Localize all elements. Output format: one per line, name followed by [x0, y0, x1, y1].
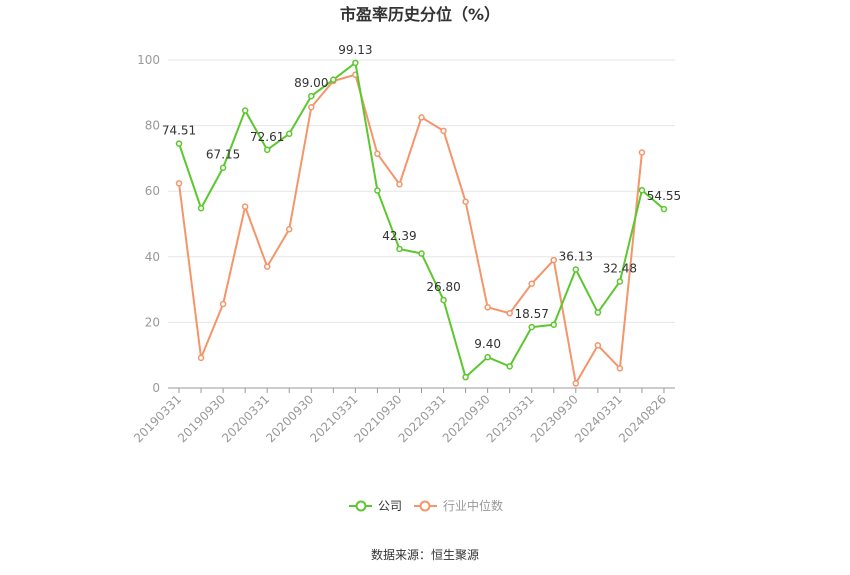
- company-point[interactable]: [550, 321, 558, 328]
- industry-median-point[interactable]: [285, 225, 293, 233]
- legend-item-industry-median[interactable]: 行业中位数: [414, 498, 503, 513]
- industry-median-point[interactable]: [638, 149, 646, 156]
- series-line-company: [178, 61, 665, 379]
- company-data-label: 67.15: [206, 148, 240, 162]
- company-data-label: 74.51: [162, 124, 196, 138]
- company-point[interactable]: [638, 186, 646, 194]
- industry-median-point[interactable]: [396, 181, 403, 188]
- industry-median-point[interactable]: [219, 300, 227, 308]
- industry-median-point[interactable]: [440, 127, 447, 135]
- company-data-label: 9.40: [474, 337, 501, 351]
- company-point[interactable]: [285, 130, 293, 138]
- y-tick-label: 80: [145, 119, 160, 133]
- company-point[interactable]: [263, 146, 271, 154]
- company-point[interactable]: [528, 323, 535, 331]
- gridlines: [168, 59, 675, 323]
- legend-company-marker-icon: [355, 500, 367, 512]
- x-tick-label: 20240826: [616, 392, 669, 445]
- company-point[interactable]: [594, 309, 602, 316]
- legend-company-label: 公司: [378, 499, 402, 513]
- company-point[interactable]: [374, 187, 381, 194]
- company-point[interactable]: [462, 373, 469, 381]
- source-note: 数据来源：恒生聚源: [371, 547, 479, 562]
- industry-median-point[interactable]: [550, 256, 558, 264]
- company-point[interactable]: [484, 353, 491, 361]
- industry-median-point[interactable]: [528, 280, 535, 287]
- company-data-label: 99.13: [338, 43, 372, 57]
- series-line-industry-median: [178, 73, 643, 385]
- company-data-label: 26.80: [426, 280, 460, 294]
- company-data-label: 36.13: [559, 249, 593, 263]
- y-tick-label: 0: [152, 381, 160, 395]
- industry-median-point[interactable]: [462, 198, 469, 205]
- company-point[interactable]: [616, 278, 624, 285]
- company-point[interactable]: [352, 59, 359, 67]
- company-point[interactable]: [506, 363, 513, 370]
- y-tick-label: 100: [137, 53, 160, 67]
- industry-median-point[interactable]: [241, 203, 249, 210]
- industry-median-point[interactable]: [572, 380, 580, 387]
- company-point[interactable]: [418, 250, 425, 257]
- legend: 公司 行业中位数: [349, 498, 503, 513]
- company-point[interactable]: [175, 140, 183, 147]
- company-point[interactable]: [396, 245, 403, 253]
- company-data-label: 18.57: [515, 307, 549, 321]
- industry-median-point[interactable]: [308, 103, 315, 111]
- industry-median-point[interactable]: [175, 180, 183, 187]
- industry-median-point[interactable]: [616, 365, 624, 372]
- company-point[interactable]: [660, 205, 668, 213]
- company-point[interactable]: [440, 296, 447, 304]
- data-labels: 74.51 67.15 72.61 89.00 99.13 42.39 26.80 9.40 1…: [162, 43, 681, 351]
- chart-title: 市盈率历史分位（%）: [340, 5, 500, 24]
- company-data-label: 32.48: [603, 261, 637, 275]
- series-lines: [175, 59, 668, 387]
- company-point[interactable]: [219, 164, 227, 171]
- industry-median-point[interactable]: [506, 309, 513, 317]
- company-point[interactable]: [241, 107, 249, 114]
- company-point[interactable]: [572, 266, 580, 273]
- y-tick-label: 60: [145, 184, 160, 198]
- company-point[interactable]: [197, 205, 205, 212]
- company-data-label: 89.00: [294, 76, 328, 90]
- industry-median-point[interactable]: [484, 304, 491, 311]
- industry-median-point[interactable]: [197, 354, 205, 362]
- company-point[interactable]: [330, 76, 337, 83]
- industry-median-point[interactable]: [263, 263, 271, 270]
- y-tick-label: 20: [145, 315, 160, 329]
- industry-median-point[interactable]: [594, 342, 602, 349]
- company-data-label: 54.55: [647, 189, 681, 203]
- y-tick-label: 40: [145, 250, 160, 264]
- legend-industry-marker-icon: [419, 500, 431, 512]
- legend-item-company[interactable]: 公司: [349, 499, 402, 513]
- company-data-label: 42.39: [382, 229, 416, 243]
- industry-median-point[interactable]: [418, 114, 425, 121]
- company-point[interactable]: [308, 92, 315, 100]
- legend-industry-median-label: 行业中位数: [443, 498, 503, 513]
- industry-median-point[interactable]: [374, 150, 381, 158]
- company-data-label: 72.61: [250, 130, 284, 144]
